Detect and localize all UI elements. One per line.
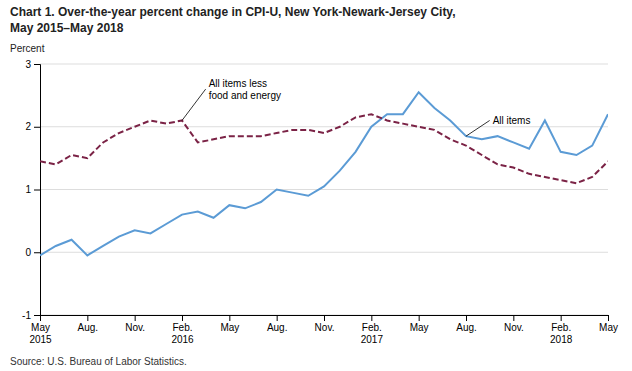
- x-tick-mark: [466, 315, 467, 321]
- x-tick: May: [220, 315, 239, 333]
- series-line: [40, 92, 608, 255]
- x-tick-label: Feb.2016: [171, 322, 194, 345]
- annotation-line: [466, 120, 490, 136]
- x-tick-label-line: May: [220, 322, 239, 333]
- x-tick-label: Aug.: [456, 322, 477, 333]
- x-tick: May2015: [29, 315, 52, 345]
- source: Source: U.S. Bureau of Labor Statistics.: [10, 356, 187, 367]
- x-tick: Aug.: [78, 315, 99, 333]
- x-axis: May2015Aug.Nov.Feb.2016MayAug.Nov.Feb.20…: [29, 315, 618, 345]
- x-tick-label-line: May: [599, 322, 618, 333]
- x-tick-mark: [608, 315, 609, 321]
- y-tick-mark: [34, 190, 40, 191]
- y-tick: 0: [25, 247, 40, 258]
- x-tick: Aug.: [267, 315, 288, 333]
- x-tick-label-line: Feb.: [362, 322, 382, 333]
- x-tick-label-line: 2015: [29, 334, 52, 345]
- x-tick-mark: [135, 315, 136, 321]
- grid: [40, 64, 608, 315]
- x-tick: Feb.2018: [550, 315, 573, 345]
- x-tick-label: Nov.: [125, 322, 145, 333]
- x-tick-label: May: [220, 322, 239, 333]
- x-tick-label: May: [599, 322, 618, 333]
- x-tick-label: May2015: [29, 322, 52, 345]
- x-tick-mark: [277, 315, 278, 321]
- x-tick-label-line: Aug.: [456, 322, 477, 333]
- x-tick-label: Feb.2018: [550, 322, 573, 345]
- y-tick-mark: [34, 127, 40, 128]
- lines: [40, 92, 608, 255]
- x-tick-mark: [87, 315, 88, 321]
- title: Chart 1. Over-the-year percent change in…: [10, 5, 456, 35]
- x-tick-label-line: 2018: [550, 334, 573, 345]
- x-tick-label-line: Aug.: [267, 322, 288, 333]
- y-tick-label: -1: [22, 310, 31, 321]
- y-tick-mark: [34, 252, 40, 253]
- x-tick-mark: [182, 315, 183, 321]
- y-axis-label: Percent: [10, 43, 45, 54]
- title-line: May 2015–May 2018: [10, 21, 124, 35]
- x-tick: Nov.: [125, 315, 145, 333]
- annotation-line-text: All items less: [209, 78, 267, 89]
- x-tick-mark: [513, 315, 514, 321]
- series-line: [40, 114, 608, 183]
- x-tick-label-line: Feb.: [172, 322, 192, 333]
- x-tick-mark: [419, 315, 420, 321]
- x-tick-label-line: Nov.: [125, 322, 145, 333]
- x-tick-label: Nov.: [504, 322, 524, 333]
- x-tick-label-line: May: [410, 322, 429, 333]
- x-tick-mark: [561, 315, 562, 321]
- y-axis-line: [34, 65, 41, 316]
- x-tick-mark: [324, 315, 325, 321]
- x-tick-mark: [40, 315, 41, 321]
- x-tick-mark: [229, 315, 230, 321]
- y-tick-label: 3: [25, 59, 31, 70]
- x-tick: Nov.: [504, 315, 524, 333]
- annotations: All items lessfood and energy All items: [182, 78, 530, 137]
- x-tick: Nov.: [315, 315, 335, 333]
- annotation-line-text: food and energy: [209, 90, 281, 101]
- x-tick-label-line: 2016: [171, 334, 194, 345]
- x-tick-mark: [371, 315, 372, 321]
- x-tick-label-line: Nov.: [504, 322, 524, 333]
- grid-line: [40, 189, 608, 190]
- x-tick-label: Aug.: [78, 322, 99, 333]
- y-tick: 2: [25, 121, 40, 132]
- x-tick-label-line: Nov.: [315, 322, 335, 333]
- x-tick-label: May: [410, 322, 429, 333]
- x-tick-label-line: 2017: [361, 334, 384, 345]
- x-tick-label-line: Aug.: [78, 322, 99, 333]
- grid-line: [40, 64, 608, 65]
- grid-line: [40, 126, 608, 127]
- x-tick: Aug.: [456, 315, 477, 333]
- x-tick: May: [410, 315, 429, 333]
- x-tick: Feb.2016: [171, 315, 194, 345]
- annotation: All items lessfood and energy: [209, 78, 281, 101]
- y-tick-label: 2: [25, 121, 31, 132]
- x-tick-label-line: Feb.: [551, 322, 571, 333]
- x-axis-line: [41, 316, 609, 322]
- chart: Chart 1. Over-the-year percent change in…: [0, 0, 632, 371]
- annotation-line-text: All items: [493, 115, 531, 126]
- x-tick: Feb.2017: [361, 315, 384, 345]
- y-tick: -1: [22, 310, 40, 321]
- y-tick-mark: [34, 64, 40, 65]
- y-tick: 3: [25, 59, 40, 70]
- title-line: Chart 1. Over-the-year percent change in…: [10, 5, 456, 19]
- x-tick: May: [599, 315, 618, 333]
- grid-line: [40, 252, 608, 253]
- x-tick-label: Feb.2017: [361, 322, 384, 345]
- y-tick-label: 0: [25, 247, 31, 258]
- x-tick-label: Nov.: [315, 322, 335, 333]
- y-tick: 1: [25, 184, 40, 195]
- x-tick-label-line: May: [31, 322, 50, 333]
- y-axis: -1 0 1 2 3: [22, 59, 40, 321]
- y-tick-label: 1: [25, 184, 31, 195]
- y-tick-mark: [34, 315, 40, 316]
- annotation-line: [182, 89, 206, 120]
- annotation: All items: [493, 115, 531, 126]
- x-tick-label: Aug.: [267, 322, 288, 333]
